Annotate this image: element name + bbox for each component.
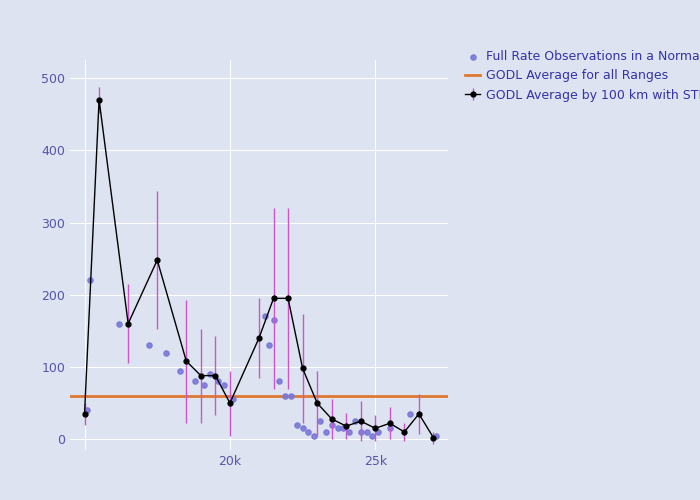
Full Rate Observations in a Normal Point [175,366,186,374]
Full Rate Observations in a Normal Point [321,428,332,436]
Full Rate Observations in a Normal Point [218,381,230,389]
Full Rate Observations in a Normal Point [85,276,96,284]
Full Rate Observations in a Normal Point [355,428,366,436]
Full Rate Observations in a Normal Point [259,312,270,320]
Full Rate Observations in a Normal Point [405,410,416,418]
Legend: Full Rate Observations in a Normal Point, GODL Average for all Ranges, GODL Aver: Full Rate Observations in a Normal Point… [461,46,700,106]
Full Rate Observations in a Normal Point [82,406,93,414]
Full Rate Observations in a Normal Point [204,370,215,378]
Full Rate Observations in a Normal Point [279,392,290,400]
Full Rate Observations in a Normal Point [372,428,384,436]
Full Rate Observations in a Normal Point [190,378,201,386]
Full Rate Observations in a Normal Point [291,420,302,428]
Full Rate Observations in a Normal Point [361,428,372,436]
Full Rate Observations in a Normal Point [384,424,395,432]
Full Rate Observations in a Normal Point [297,424,308,432]
Full Rate Observations in a Normal Point [337,424,349,432]
Full Rate Observations in a Normal Point [349,417,360,425]
Full Rate Observations in a Normal Point [198,381,209,389]
Full Rate Observations in a Normal Point [268,316,279,324]
Full Rate Observations in a Normal Point [303,428,314,436]
Full Rate Observations in a Normal Point [143,342,154,349]
Full Rate Observations in a Normal Point [213,378,224,386]
Full Rate Observations in a Normal Point [314,417,326,425]
Full Rate Observations in a Normal Point [344,428,355,436]
Full Rate Observations in a Normal Point [309,432,320,440]
Full Rate Observations in a Normal Point [286,392,297,400]
Full Rate Observations in a Normal Point [160,348,172,356]
Full Rate Observations in a Normal Point [326,420,337,428]
Full Rate Observations in a Normal Point [274,378,285,386]
Full Rate Observations in a Normal Point [430,432,442,440]
Full Rate Observations in a Normal Point [264,342,275,349]
Full Rate Observations in a Normal Point [114,320,125,328]
Full Rate Observations in a Normal Point [367,432,378,440]
Full Rate Observations in a Normal Point [332,424,343,432]
Full Rate Observations in a Normal Point [228,396,239,404]
